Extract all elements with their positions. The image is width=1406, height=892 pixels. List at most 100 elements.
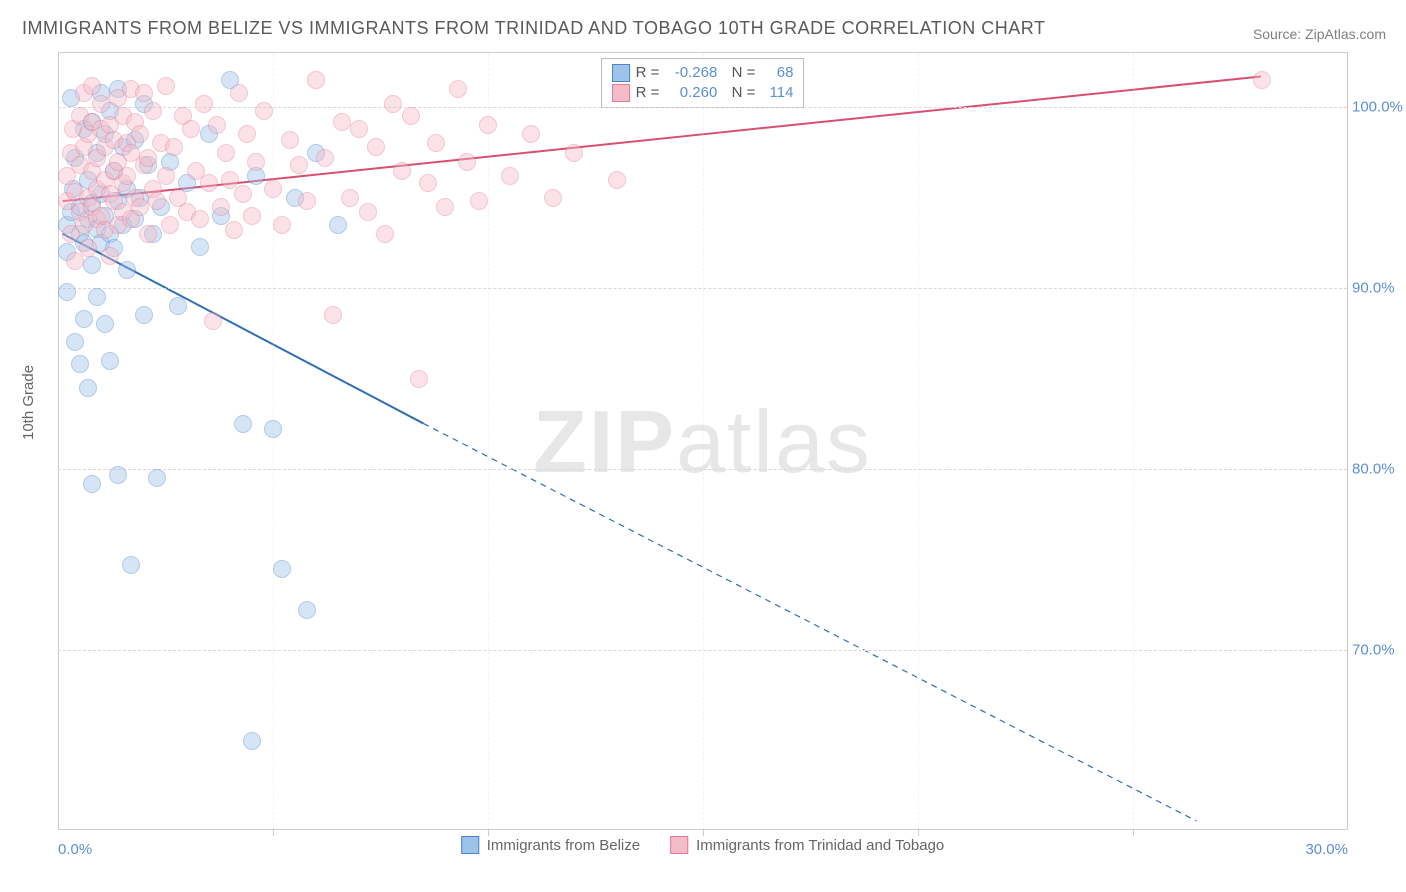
data-point xyxy=(410,370,428,388)
gridline-v xyxy=(1133,53,1134,830)
data-point xyxy=(58,283,76,301)
data-point xyxy=(182,120,200,138)
data-point xyxy=(359,203,377,221)
data-point xyxy=(298,192,316,210)
data-point xyxy=(376,225,394,243)
data-point xyxy=(316,149,334,167)
data-point xyxy=(92,95,110,113)
data-point xyxy=(135,84,153,102)
data-point xyxy=(118,167,136,185)
legend-n-value: 114 xyxy=(761,83,793,103)
data-point xyxy=(83,475,101,493)
data-point xyxy=(204,312,222,330)
plot-area: ZIPatlas R =-0.268 N =68R =0.260 N =114 … xyxy=(58,52,1348,830)
data-point xyxy=(290,156,308,174)
data-point xyxy=(225,221,243,239)
data-point xyxy=(230,84,248,102)
xtick-label: 0.0% xyxy=(58,841,92,858)
data-point xyxy=(157,167,175,185)
data-point xyxy=(243,207,261,225)
data-point xyxy=(247,153,265,171)
data-point xyxy=(243,732,261,750)
data-point xyxy=(161,216,179,234)
data-point xyxy=(436,198,454,216)
data-point xyxy=(75,310,93,328)
data-point xyxy=(101,352,119,370)
data-point xyxy=(165,138,183,156)
data-point xyxy=(139,225,157,243)
data-point xyxy=(208,116,226,134)
data-point xyxy=(402,107,420,125)
data-point xyxy=(148,469,166,487)
data-point xyxy=(217,144,235,162)
data-point xyxy=(449,80,467,98)
data-point xyxy=(565,144,583,162)
data-point xyxy=(419,174,437,192)
data-point xyxy=(298,601,316,619)
data-point xyxy=(109,466,127,484)
series-legend-item: Immigrants from Belize xyxy=(461,836,640,854)
data-point xyxy=(71,355,89,373)
data-point xyxy=(238,125,256,143)
data-point xyxy=(341,189,359,207)
data-point xyxy=(333,113,351,131)
ytick-label: 90.0% xyxy=(1352,280,1406,297)
data-point xyxy=(191,210,209,228)
data-point xyxy=(350,120,368,138)
data-point xyxy=(200,174,218,192)
legend-swatch xyxy=(612,84,630,102)
legend-r-label: R = xyxy=(636,63,660,83)
ytick-label: 80.0% xyxy=(1352,461,1406,478)
data-point xyxy=(393,162,411,180)
data-point xyxy=(88,288,106,306)
data-point xyxy=(479,116,497,134)
data-point xyxy=(157,77,175,95)
data-point xyxy=(131,198,149,216)
data-point xyxy=(212,198,230,216)
data-point xyxy=(367,138,385,156)
data-point xyxy=(384,95,402,113)
xtick-mark xyxy=(703,830,704,836)
data-point xyxy=(118,261,136,279)
data-point xyxy=(234,185,252,203)
xtick-mark xyxy=(1133,830,1134,836)
data-point xyxy=(191,238,209,256)
gridline-v xyxy=(488,53,489,830)
data-point xyxy=(281,131,299,149)
data-point xyxy=(131,125,149,143)
chart-title: IMMIGRANTS FROM BELIZE VS IMMIGRANTS FRO… xyxy=(22,18,1045,39)
legend-r-label: R = xyxy=(636,83,660,103)
data-point xyxy=(144,102,162,120)
data-point xyxy=(329,216,347,234)
data-point xyxy=(273,216,291,234)
data-point xyxy=(234,415,252,433)
data-point xyxy=(221,171,239,189)
data-point xyxy=(122,556,140,574)
series-legend-item: Immigrants from Trinidad and Tobago xyxy=(670,836,944,854)
data-point xyxy=(264,180,282,198)
data-point xyxy=(324,306,342,324)
data-point xyxy=(544,189,562,207)
source-label: Source: ZipAtlas.com xyxy=(1253,26,1386,42)
data-point xyxy=(427,134,445,152)
data-point xyxy=(79,239,97,257)
data-point xyxy=(83,256,101,274)
series-legend: Immigrants from Belize Immigrants from Tr… xyxy=(461,836,945,854)
ytick-label: 100.0% xyxy=(1352,99,1406,116)
legend-swatch xyxy=(612,64,630,82)
data-point xyxy=(273,560,291,578)
data-point xyxy=(101,247,119,265)
data-point xyxy=(255,102,273,120)
xtick-mark xyxy=(273,830,274,836)
series-swatch xyxy=(670,836,688,854)
data-point xyxy=(458,153,476,171)
data-point xyxy=(195,95,213,113)
data-point xyxy=(522,125,540,143)
data-point xyxy=(79,379,97,397)
xtick-label: 30.0% xyxy=(1305,841,1348,858)
data-point xyxy=(169,297,187,315)
data-point xyxy=(148,192,166,210)
legend-r-value: 0.260 xyxy=(665,83,717,103)
series-swatch xyxy=(461,836,479,854)
data-point xyxy=(470,192,488,210)
